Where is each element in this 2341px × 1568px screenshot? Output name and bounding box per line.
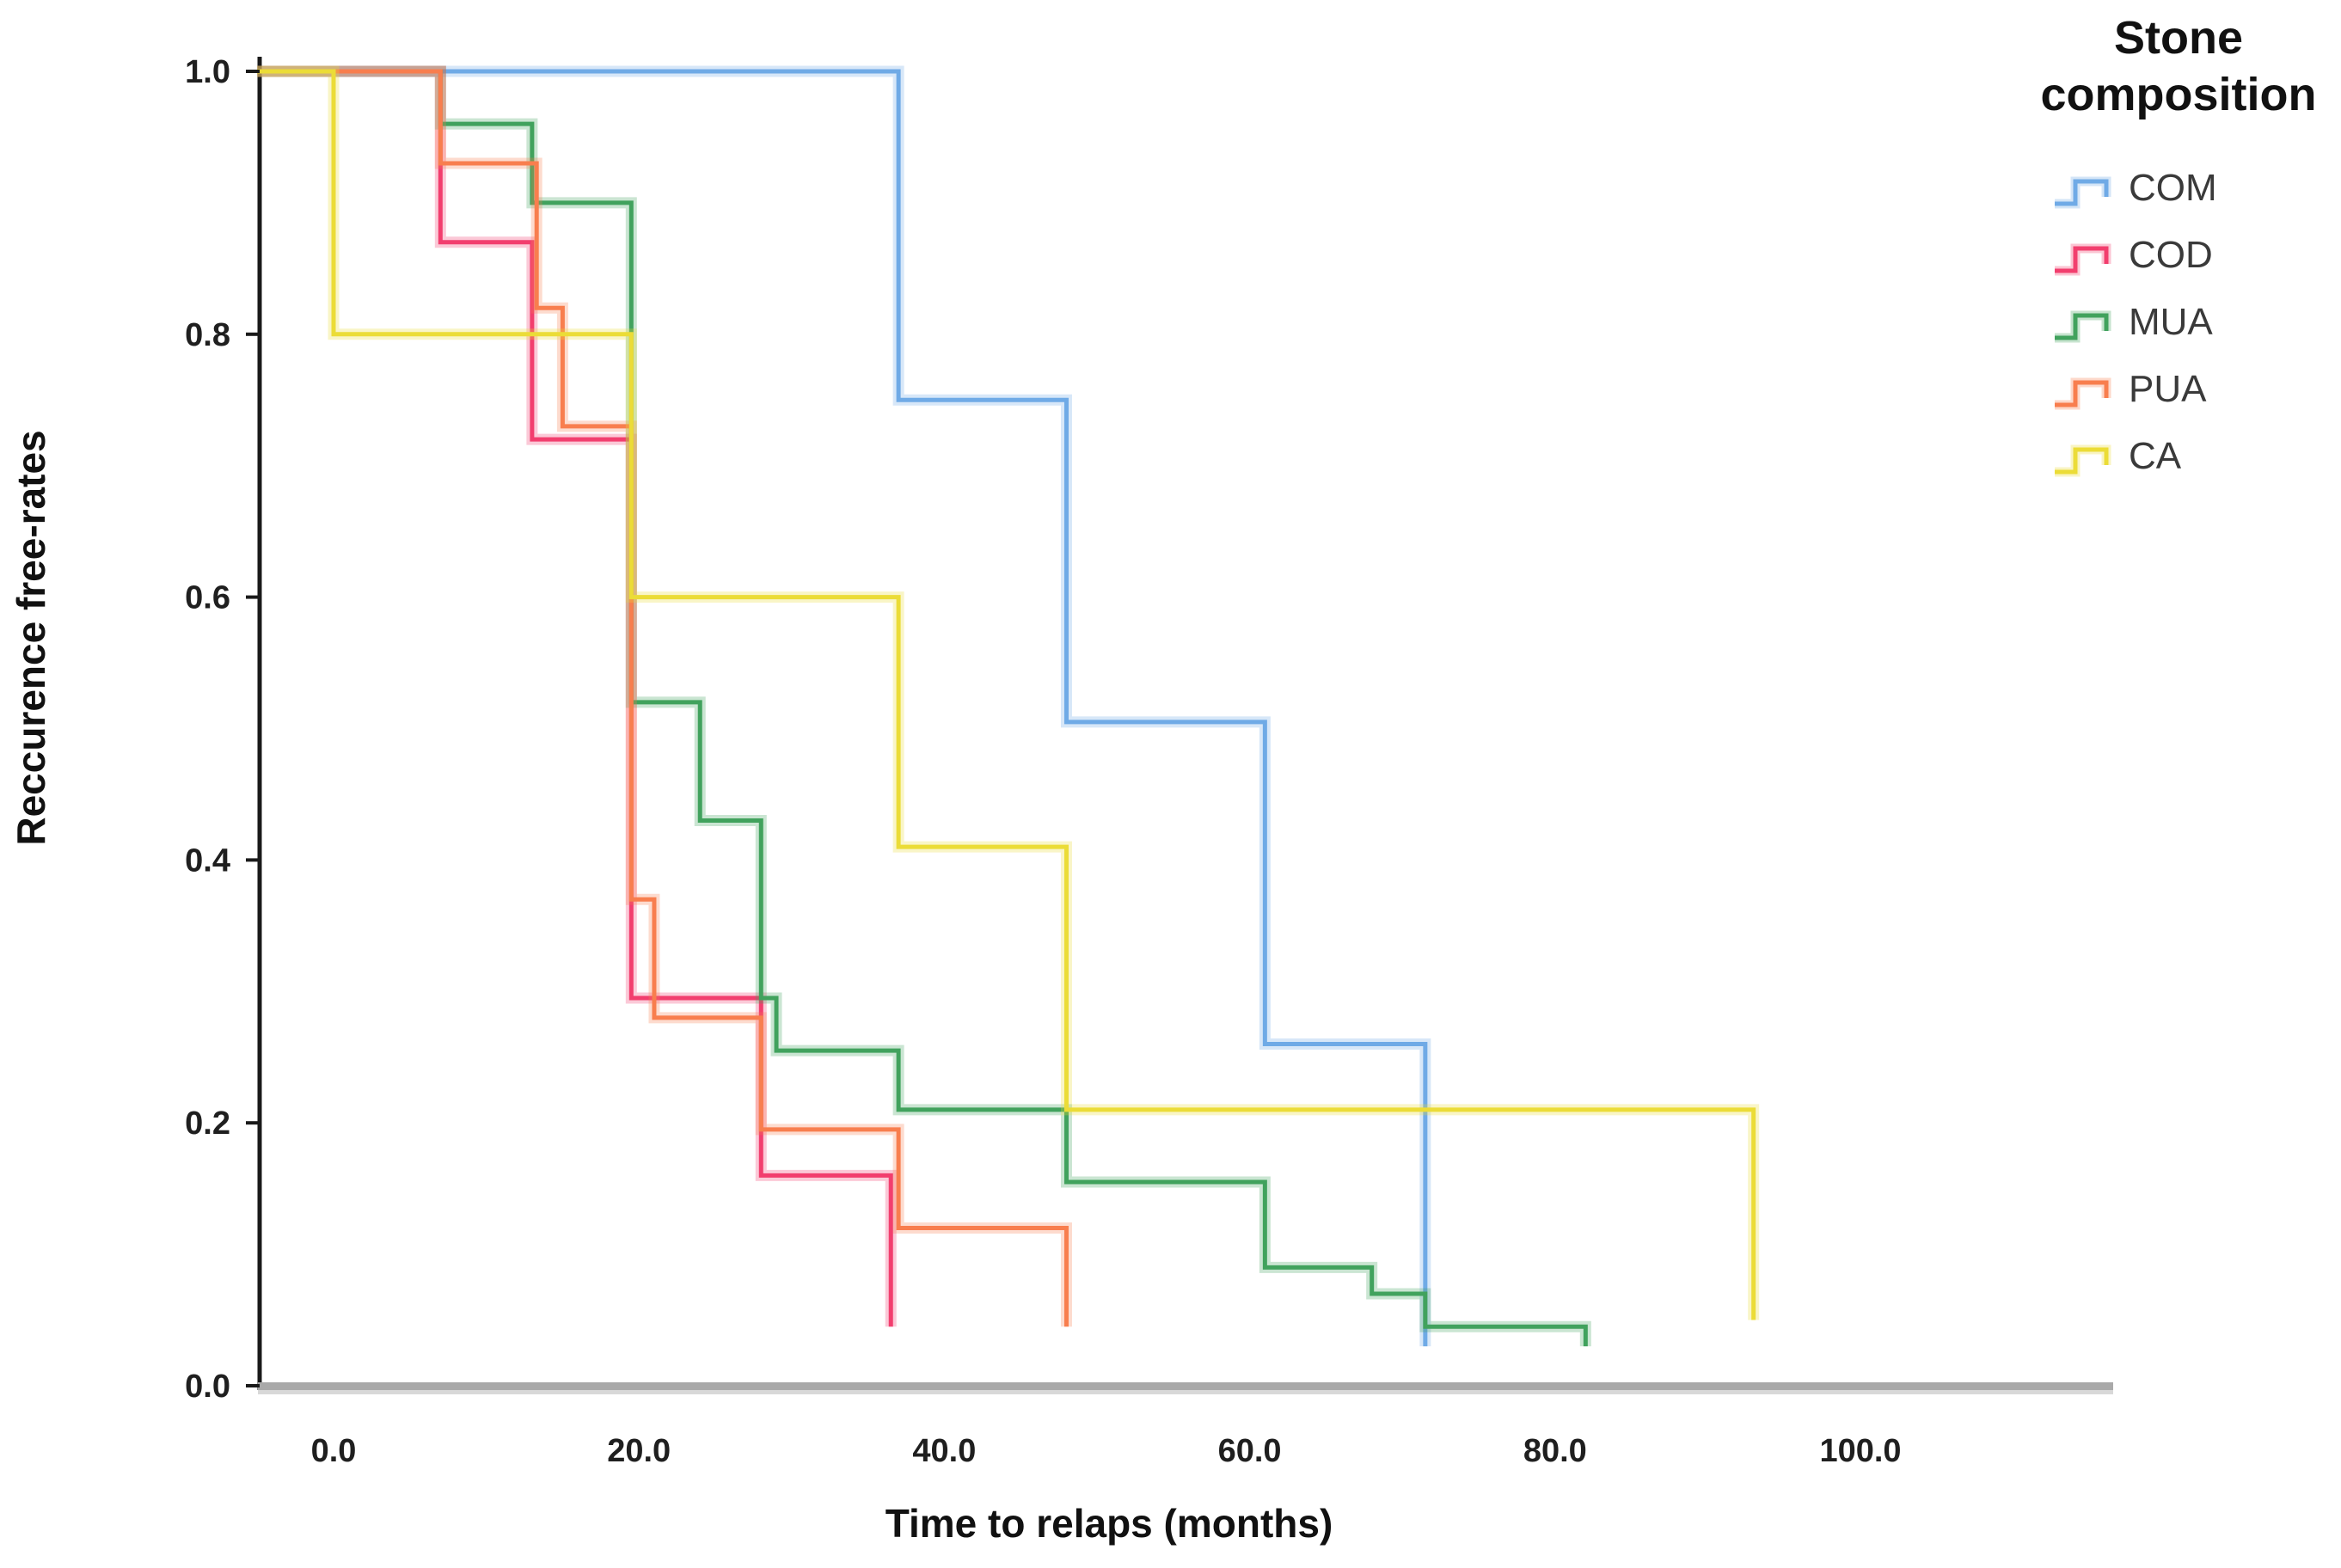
legend-swatch-MUA-icon-core xyxy=(2055,313,2109,340)
legend-items-layer: COM COD MUA PUA CA xyxy=(2055,167,2217,477)
axes-layer xyxy=(257,57,2113,1394)
series-line-PUA xyxy=(257,69,1069,1327)
y-tick-label-0.8: 0.8 xyxy=(185,317,230,353)
x-axis-title: Time to relaps (months) xyxy=(886,1501,1333,1546)
x-tick-label-40.0: 40.0 xyxy=(912,1433,976,1469)
legend-label-COM: COM xyxy=(2129,167,2217,209)
legend-label-PUA: PUA xyxy=(2129,368,2207,410)
y-tick-label-0.2: 0.2 xyxy=(185,1106,230,1142)
x-tick-label-0.0: 0.0 xyxy=(311,1433,357,1469)
legend-label-CA: CA xyxy=(2129,435,2182,477)
legend-item-COM: COM xyxy=(2055,167,2217,209)
legend-swatch-COM-icon-core xyxy=(2055,179,2109,206)
x-tick-label-80.0: 80.0 xyxy=(1523,1433,1587,1469)
legend-item-PUA: PUA xyxy=(2055,368,2207,410)
series-layer xyxy=(257,65,1760,1347)
legend-title-line2: composition xyxy=(2041,69,2317,120)
legend-item-MUA: MUA xyxy=(2055,301,2213,343)
legend-label-COD: COD xyxy=(2129,234,2213,276)
y-tick-label-1.0: 1.0 xyxy=(185,54,230,90)
x-tick-label-60.0: 60.0 xyxy=(1218,1433,1282,1469)
y-axis-title: Reccurence free-rates xyxy=(9,430,53,845)
x-tick-label-100.0: 100.0 xyxy=(1819,1433,1901,1469)
legend-label-MUA: MUA xyxy=(2129,301,2213,343)
tick-labels-layer: 0.0 0.2 0.4 0.6 0.8 1.0 0.0 20.0 40.0 60.0 80.0 100… xyxy=(185,54,1901,1469)
legend-swatch-COD-icon-core xyxy=(2055,246,2109,273)
legend-swatch-CA-icon-core xyxy=(2055,447,2109,475)
x-axis-line-shadow xyxy=(258,1390,2113,1394)
y-tick-label-0.4: 0.4 xyxy=(185,842,230,879)
legend-title-line1: Stone xyxy=(2114,12,2243,64)
y-tick-label-0.6: 0.6 xyxy=(185,580,230,616)
series-line-CA xyxy=(257,69,1756,1320)
series-line-COM xyxy=(257,69,1428,1347)
y-tick-label-0.0: 0.0 xyxy=(185,1369,230,1405)
legend-item-CA: CA xyxy=(2055,435,2182,477)
x-axis-line xyxy=(258,1382,2113,1390)
series-line-MUA xyxy=(257,69,1588,1347)
legend-swatch-PUA-icon-core xyxy=(2055,380,2109,407)
legend-item-COD: COD xyxy=(2055,234,2213,276)
x-tick-label-20.0: 20.0 xyxy=(607,1433,671,1469)
